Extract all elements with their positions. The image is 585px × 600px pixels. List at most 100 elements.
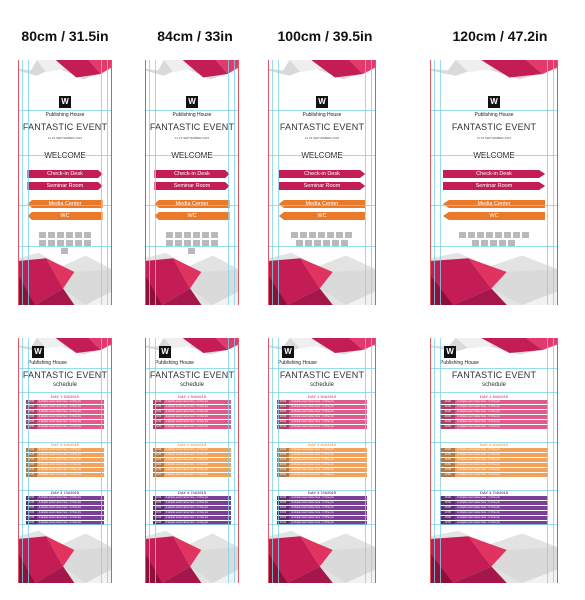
schedule-time: 10:00 [276, 458, 290, 462]
decorative-polygon [182, 60, 228, 78]
schedule-time: 10:00 [276, 420, 290, 424]
schedule-time: 10:00 [152, 400, 164, 404]
decorative-polygon [190, 547, 239, 583]
welcome-banner: W Publishing House FANTASTIC EVENT 11-15 SE… [268, 60, 376, 305]
schedule-row: 10:00 A simple event name here - in One p… [276, 521, 368, 525]
footer-graphic [145, 530, 239, 583]
schedule-text: A simple event name here - in One pix [165, 496, 208, 499]
schedule-text: A simple event name here - in One pix [165, 521, 208, 524]
schedule-text: A simple event name here - in One pix [165, 425, 208, 428]
direction-sign: Seminar Room [27, 182, 103, 190]
decorative-polygon [430, 60, 456, 71]
decorative-polygon [145, 258, 191, 305]
schedule-time: 10:00 [152, 496, 164, 500]
header-graphic [18, 60, 112, 80]
placeholder-box [188, 248, 196, 254]
trim-line-left [145, 60, 146, 305]
decorative-polygon [55, 60, 101, 78]
decorative-polygon [88, 338, 112, 350]
schedule-time: 10:00 [25, 458, 37, 462]
trim-line-right [375, 338, 376, 583]
guide-line-horizontal [430, 368, 558, 369]
trim-line-right [375, 60, 376, 305]
trim-line-left [430, 338, 431, 583]
day-heading: DAY 3 7/4/2015 [177, 490, 207, 495]
placeholder-box [61, 248, 69, 254]
decorative-polygon [287, 288, 333, 305]
schedule-text: A simple event name here - in One pix [457, 511, 500, 514]
schedule-text: A simple event name here - in One pix [457, 425, 500, 428]
logo-icon: W [282, 346, 294, 358]
schedule-time: 10:00 [25, 506, 37, 510]
schedule-row: 10:00 A simple event name here - in One p… [440, 521, 548, 525]
placeholder-box [83, 232, 91, 238]
logo-icon: W [444, 346, 456, 358]
decorative-polygon [182, 338, 228, 353]
guide-line-horizontal [18, 110, 112, 111]
schedule-text: A simple event name here - in One pix [165, 506, 208, 509]
schedule-text: A simple event name here - in One pix [38, 405, 81, 408]
day-heading: DAY 2 6/4/2015 [177, 442, 207, 447]
schedule-text: A simple event name here - in One pix [291, 516, 334, 519]
schedule-subtitle: schedule [481, 382, 507, 388]
schedule-time: 10:00 [25, 415, 37, 419]
decorative-polygon [63, 269, 112, 305]
publisher-name: Publishing House [474, 112, 514, 118]
publisher-name: Publishing House [302, 112, 342, 118]
trim-line-right [557, 60, 558, 305]
logo-icon: W [186, 96, 198, 108]
placeholder-box [74, 240, 82, 246]
schedule-time: 10:00 [152, 415, 164, 419]
header-graphic [145, 60, 239, 80]
decorative-polygon [481, 60, 543, 78]
placeholder-grid [37, 232, 93, 254]
schedule-text: A simple event name here - in One pix [38, 468, 81, 471]
schedule-text: A simple event name here - in One pix [165, 473, 208, 476]
guide-line-vertical [440, 338, 441, 583]
schedule-text: A simple event name here - in One pix [457, 420, 500, 423]
direction-sign: WC [442, 212, 546, 220]
schedule-time: 10:00 [440, 425, 456, 429]
event-date: 11-15 SEPTEMBER 2015 [476, 136, 512, 140]
schedule-text: A simple event name here - in One pix [38, 521, 81, 524]
schedule-row: 10:00 A simple event name here - in One p… [440, 463, 548, 467]
schedule-row: 10:00 A simple event name here - in One p… [152, 420, 232, 424]
publisher-name: Publishing House [278, 360, 317, 366]
schedule-text: A simple event name here - in One pix [38, 453, 81, 456]
schedule-row: 10:00 A simple event name here - in One p… [152, 405, 232, 409]
schedule-text: A simple event name here - in One pix [38, 506, 81, 509]
schedule-row: 10:00 A simple event name here - in One p… [276, 463, 368, 467]
schedule-time: 10:00 [440, 458, 456, 462]
placeholder-box [174, 232, 182, 238]
schedule-text: A simple event name here - in One pix [165, 468, 208, 471]
guide-line-vertical [234, 60, 235, 305]
footer-graphic [18, 252, 112, 305]
schedule-time: 10:00 [440, 473, 456, 477]
decorative-polygon [173, 536, 202, 567]
schedule-time: 10:00 [152, 521, 164, 525]
placeholder-box [192, 232, 200, 238]
schedule-text: A simple event name here - in One pix [165, 516, 208, 519]
placeholder-box [322, 240, 330, 246]
header-graphic [430, 338, 558, 355]
decorative-polygon [34, 288, 75, 305]
decorative-polygon [212, 569, 239, 583]
guide-line-vertical [28, 60, 29, 305]
schedule-subtitle: schedule [179, 382, 205, 388]
schedule-time: 10:00 [276, 506, 290, 510]
trim-line-left [430, 60, 431, 305]
guide-line-horizontal [430, 155, 558, 156]
schedule-row: 10:00 A simple event name here - in One p… [152, 521, 232, 525]
schedule-text: A simple event name here - in One pix [291, 521, 334, 524]
day-heading: DAY 3 7/4/2015 [479, 490, 509, 495]
schedule-row: 10:00 A simple event name here - in One p… [276, 506, 368, 510]
guide-line-vertical [155, 338, 156, 583]
direction-sign: WC [27, 212, 103, 220]
schedule-time: 10:00 [440, 516, 456, 520]
schedule-text: A simple event name here - in One pix [457, 521, 500, 524]
trim-line-left [268, 60, 269, 305]
placeholder-box [210, 232, 218, 238]
schedule-text: A simple event name here - in One pix [457, 448, 500, 451]
schedule-text: A simple event name here - in One pix [38, 410, 81, 413]
guide-line-vertical [22, 338, 23, 583]
